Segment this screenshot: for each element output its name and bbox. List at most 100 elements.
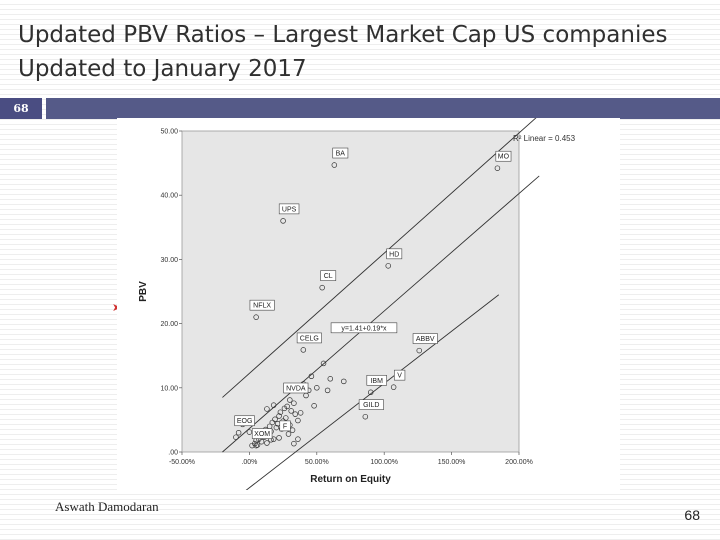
data-point <box>283 415 289 421</box>
data-point <box>276 413 282 419</box>
point-label-box <box>283 382 309 394</box>
point-label-box <box>394 369 406 381</box>
labeled-data-point <box>494 165 501 171</box>
data-point <box>297 410 304 416</box>
point-label-text: EOG <box>237 418 253 425</box>
y-tick-label: .00 <box>168 450 178 457</box>
labeled-data-point <box>319 284 325 291</box>
point-label-box <box>296 332 322 344</box>
x-tick-label: 50.00% <box>305 459 329 466</box>
data-point <box>264 406 270 412</box>
footer-page-number: 68 <box>684 507 700 523</box>
point-label: UPS <box>278 203 300 215</box>
labeled-data-point <box>253 442 259 449</box>
labeled-data-point <box>367 389 374 396</box>
labeled-data-point <box>280 218 286 224</box>
y-tick-label: 10.00 <box>160 385 178 392</box>
slide-title: Updated PBV Ratios – Largest Market Cap … <box>18 18 708 86</box>
data-point <box>272 416 278 423</box>
data-point <box>311 403 317 409</box>
point-label-text: UPS <box>282 206 297 213</box>
data-point <box>264 440 270 446</box>
data-point <box>308 373 315 379</box>
data-point <box>269 419 276 426</box>
point-label-text: V <box>397 373 402 380</box>
point-label: GILD <box>358 399 384 410</box>
labeled-data-point <box>362 413 369 420</box>
point-label-text: CL <box>324 273 333 280</box>
point-label-text: CELG <box>300 335 319 342</box>
point-label-box <box>279 420 291 432</box>
fit-line <box>222 175 540 453</box>
labeled-data-point <box>416 347 422 354</box>
scatter-chart-panel: -50.00% .00% 50.00% 100.00% 150.00% 200.00% .0… <box>117 118 620 490</box>
data-point <box>295 417 301 424</box>
point-label-box <box>251 428 273 439</box>
data-point <box>327 376 334 382</box>
point-label: HD <box>386 248 403 260</box>
point-label-box <box>320 270 337 281</box>
data-point <box>284 403 290 410</box>
data-point <box>291 440 297 447</box>
point-label: BA <box>332 147 349 159</box>
fit-equation-label-box <box>330 322 398 334</box>
x-tick-label: -50.00% <box>169 459 195 466</box>
slide-title-line-1: Updated PBV Ratios – Largest Market Cap … <box>18 22 668 48</box>
data-point <box>341 378 347 385</box>
data-point <box>295 436 301 442</box>
data-point <box>277 409 284 415</box>
point-label-text: HD <box>389 251 399 258</box>
point-label-box <box>332 147 349 159</box>
data-point <box>270 402 277 408</box>
bullet-arrow-icon: ➤ <box>112 303 121 314</box>
data-point <box>258 438 265 445</box>
scatter-chart: -50.00% .00% 50.00% 100.00% 150.00% 200.00% .0… <box>138 118 576 490</box>
point-label: F <box>279 420 291 432</box>
data-point <box>270 436 277 442</box>
point-label-text: IBM <box>370 378 383 385</box>
point-label-text: NVDA <box>286 385 306 392</box>
data-point <box>320 360 327 367</box>
point-label: V <box>394 369 406 381</box>
footer-author: Aswath Damodaran <box>55 499 159 514</box>
x-axis-label: Return on Equity <box>310 474 391 485</box>
point-label: ABBV <box>412 333 438 344</box>
labeled-data-point <box>331 162 338 168</box>
point-label: NVDA <box>283 382 309 394</box>
point-label-text: GILD <box>363 402 379 409</box>
fit-equation-label-text: y=1.41+0.19*x <box>341 325 387 332</box>
point-label-box <box>278 203 300 215</box>
point-label: IBM <box>366 374 387 386</box>
labeled-data-point <box>235 429 242 436</box>
point-label: NFLX <box>249 299 275 311</box>
lower-band-line <box>245 294 500 490</box>
y-axis-label: PBV <box>138 281 149 302</box>
point-label: CELG <box>296 332 322 344</box>
labeled-data-point <box>390 384 397 390</box>
point-label-box <box>386 248 403 260</box>
x-tick-label: 100.00% <box>370 459 398 466</box>
point-label: CL <box>320 270 337 281</box>
labeled-data-point <box>300 347 307 353</box>
point-label-text: F <box>283 423 287 430</box>
point-label-text: BA <box>336 151 346 158</box>
data-point <box>246 429 253 435</box>
x-tick-label: 200.00% <box>505 459 533 466</box>
point-label-box <box>234 415 255 427</box>
point-label-box <box>249 299 275 311</box>
data-point <box>314 385 320 391</box>
plot-area <box>181 130 520 453</box>
x-tick-label: .00% <box>241 459 257 466</box>
point-label-box <box>358 399 384 410</box>
point-label-text: XOM <box>254 431 270 438</box>
x-tick-label: 150.00% <box>438 459 466 466</box>
fit-lines <box>222 118 540 490</box>
labeled-data-point <box>276 435 282 441</box>
header-accent-stripe <box>46 98 720 119</box>
data-point <box>291 400 297 406</box>
y-tick-label: 50.00 <box>160 129 178 136</box>
point-label: XOM <box>251 428 273 439</box>
slide-number-badge: 68 <box>0 98 42 119</box>
data-point <box>285 431 292 437</box>
y-tick-label: 30.00 <box>160 257 178 264</box>
